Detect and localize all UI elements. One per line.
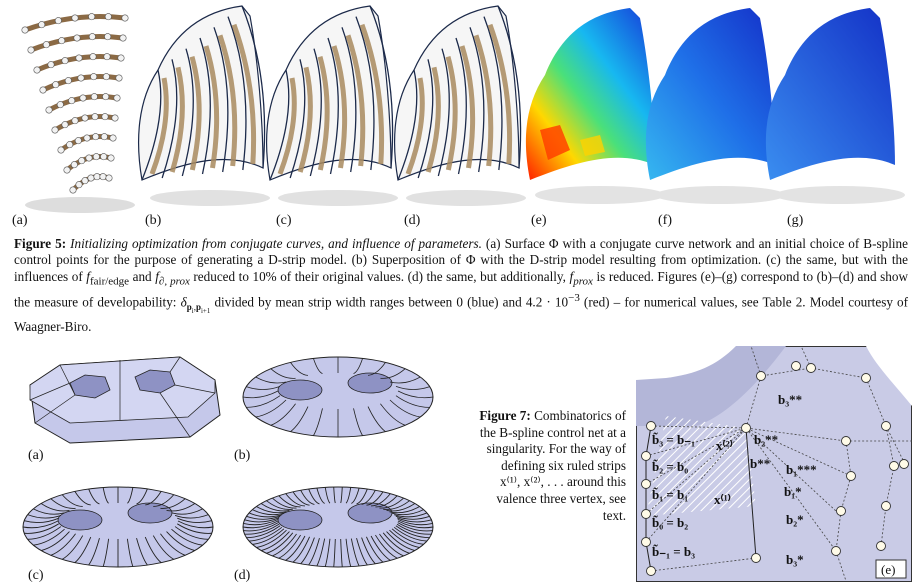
figure7-caption-label: Figure 7: (479, 408, 531, 423)
fig5-label-c: (c) (276, 213, 292, 228)
figure7-caption: Figure 7: Combinatorics of the B-spline … (478, 408, 626, 524)
f-fair-edge: f (86, 268, 90, 284)
label-eq1: b̃₃ = b₋₁ (652, 432, 695, 447)
figure5-caption-part4: divided by mean strip width ranges betwe… (210, 293, 569, 309)
fig5-label-b: (b) (145, 213, 162, 228)
figure5-caption-part3: is reduced. Figures (e)–(g) correspond t… (14, 268, 908, 309)
fig6-label-a: (a) (28, 448, 44, 463)
figure6-illustrations (22, 356, 434, 568)
fig5-label-g: (g) (787, 213, 804, 228)
label-x1: x⁽¹⁾ (714, 492, 731, 507)
delta-sub: p (186, 301, 192, 312)
figure5-caption: Figure 5: Initializing optimization from… (14, 236, 909, 334)
fig5-label-d: (d) (404, 213, 421, 228)
f-boundary-prox: f (155, 268, 159, 284)
label-b2s: b₂* (786, 512, 804, 527)
fig5-label-a: (a) (12, 213, 28, 228)
label-b1sss: b₁*** (786, 462, 817, 477)
label-x2: x⁽²⁾ (716, 438, 733, 453)
fig5-panel-e-heatmap (525, 8, 665, 204)
fig6-label-d: (d) (234, 568, 251, 583)
f-boundary-prox-sub: ∂, prox (158, 275, 190, 288)
fig6-label-c: (c) (28, 568, 44, 583)
exponent: −3 (568, 291, 580, 304)
fig5-panel-a-surface (21, 13, 135, 213)
label-bss: b** (750, 456, 770, 471)
label-eq2: b̃₂ = b₀ (652, 459, 688, 474)
label-b3s: b₃* (786, 552, 804, 567)
label-b3ss: b₃** (778, 392, 802, 407)
fig6-panel-b-surface (242, 356, 434, 438)
figure7-panel-e: b₃** b₂** b** b₁*** b₁* b₂* b₃* x⁽²⁾ x⁽¹… (636, 346, 912, 582)
label-eq3: b̃₁ = b₁ (652, 487, 688, 502)
fig5-label-f: (f) (658, 213, 672, 228)
f-fair-edge-sub: fair/edge (89, 275, 130, 288)
figure5-caption-part1: (a) Surface Φ with a conjugate curve net… (14, 236, 908, 284)
fig6-label-b: (b) (234, 448, 251, 463)
f-prox: f (569, 268, 574, 284)
label-eq4: b̃₀ = b₂ (652, 515, 688, 530)
figure5-caption-and: and (129, 268, 156, 284)
delta-symbol: δ (180, 293, 187, 309)
fig5-panel-g-heatmap (765, 8, 905, 204)
fig6-panel-d-surface (242, 486, 434, 568)
label-eq5: b̃₋₁ = b₃ (652, 544, 695, 559)
fig5-label-e: (e) (531, 213, 547, 228)
figure7-caption-text: Combinatorics of the B-spline control ne… (479, 408, 626, 523)
f-prox-sub: prox (573, 275, 593, 288)
figure5-caption-title: Initializing optimization from conjugate… (70, 236, 482, 251)
figure5-illustrations (21, 5, 905, 213)
fig6-panel-a-surface (29, 356, 221, 444)
label-b2ss: b₂** (754, 432, 778, 447)
fig7-label-e: (e) (881, 562, 895, 577)
fig5-strip-surfaces (138, 5, 526, 206)
figure5-caption-part2: reduced to 10% of their original values.… (189, 268, 570, 284)
figure5-caption-label: Figure 5: (14, 236, 67, 251)
fig5-panel-f-heatmap (645, 8, 785, 204)
label-b1s: b₁* (784, 484, 802, 499)
fig6-panel-c-surface (22, 486, 214, 568)
figure5-caption-part5: (red) – for numerical values, see Table … (14, 293, 909, 334)
